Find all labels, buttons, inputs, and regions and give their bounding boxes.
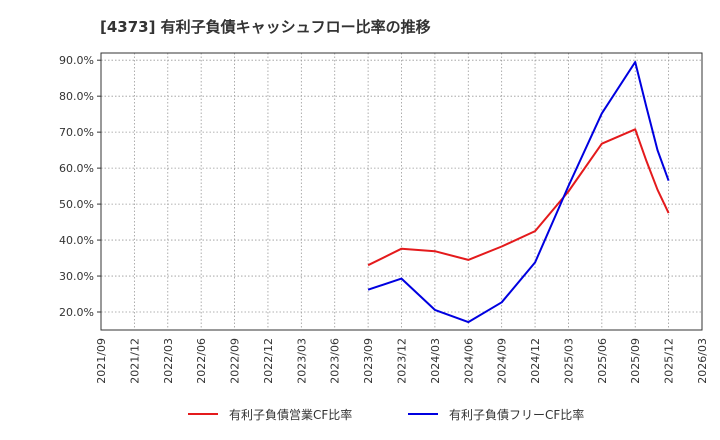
x-tick-label: 2024/09: [496, 338, 509, 384]
x-tick-label: 2022/06: [195, 338, 208, 384]
x-tick-label: 2025/03: [562, 338, 575, 384]
y-tick-label: 20.0%: [59, 306, 94, 319]
x-tick-label: 2023/09: [362, 338, 375, 384]
x-tick-label: 2024/03: [429, 338, 442, 384]
x-tick-label: 2025/06: [596, 338, 609, 384]
y-tick-label: 60.0%: [59, 162, 94, 175]
x-tick-label: 2021/12: [128, 338, 141, 384]
y-axis: 20.0% 30.0% 40.0% 50.0% 60.0% 70.0% 80.0% 90.0%: [59, 54, 101, 319]
legend-label-2: 有利子負債フリーCF比率: [449, 407, 584, 422]
legend: 有利子負債営業CF比率 有利子負債フリーCF比率: [188, 407, 584, 422]
x-tick-label: 2024/06: [462, 338, 475, 384]
x-axis: 2021/09 2021/12 2022/03 2022/06 2022/09 2022/…: [95, 338, 709, 384]
x-tick-label: 2026/03: [696, 338, 709, 384]
x-tick-label: 2022/03: [162, 338, 175, 384]
x-tick-label: 2023/06: [329, 338, 342, 384]
grid: [100, 53, 703, 330]
x-tick-label: 2025/09: [629, 338, 642, 384]
chart-title: [4373] 有利子負債キャッシュフロー比率の推移: [100, 18, 431, 36]
plot-border: [100, 52, 703, 331]
x-tick-label: 2022/09: [229, 338, 242, 384]
x-tick-label: 2023/03: [295, 338, 308, 384]
y-tick-label: 50.0%: [59, 198, 94, 211]
x-tick-label: 2025/12: [663, 338, 676, 384]
series-line-2: [367, 61, 670, 324]
y-tick-label: 30.0%: [59, 270, 94, 283]
x-tick-label: 2023/12: [396, 338, 409, 384]
series-layer: [367, 61, 670, 324]
plot-frame: [100, 52, 703, 331]
legend-label-1: 有利子負債営業CF比率: [229, 407, 352, 422]
x-tick-label: 2024/12: [529, 338, 542, 384]
x-tick-label: 2022/12: [262, 338, 275, 384]
y-tick-label: 70.0%: [59, 126, 94, 139]
series-line-1: [367, 128, 670, 267]
y-tick-label: 90.0%: [59, 54, 94, 67]
y-tick-label: 40.0%: [59, 234, 94, 247]
y-tick-label: 80.0%: [59, 90, 94, 103]
x-tick-label: 2021/09: [95, 338, 108, 384]
